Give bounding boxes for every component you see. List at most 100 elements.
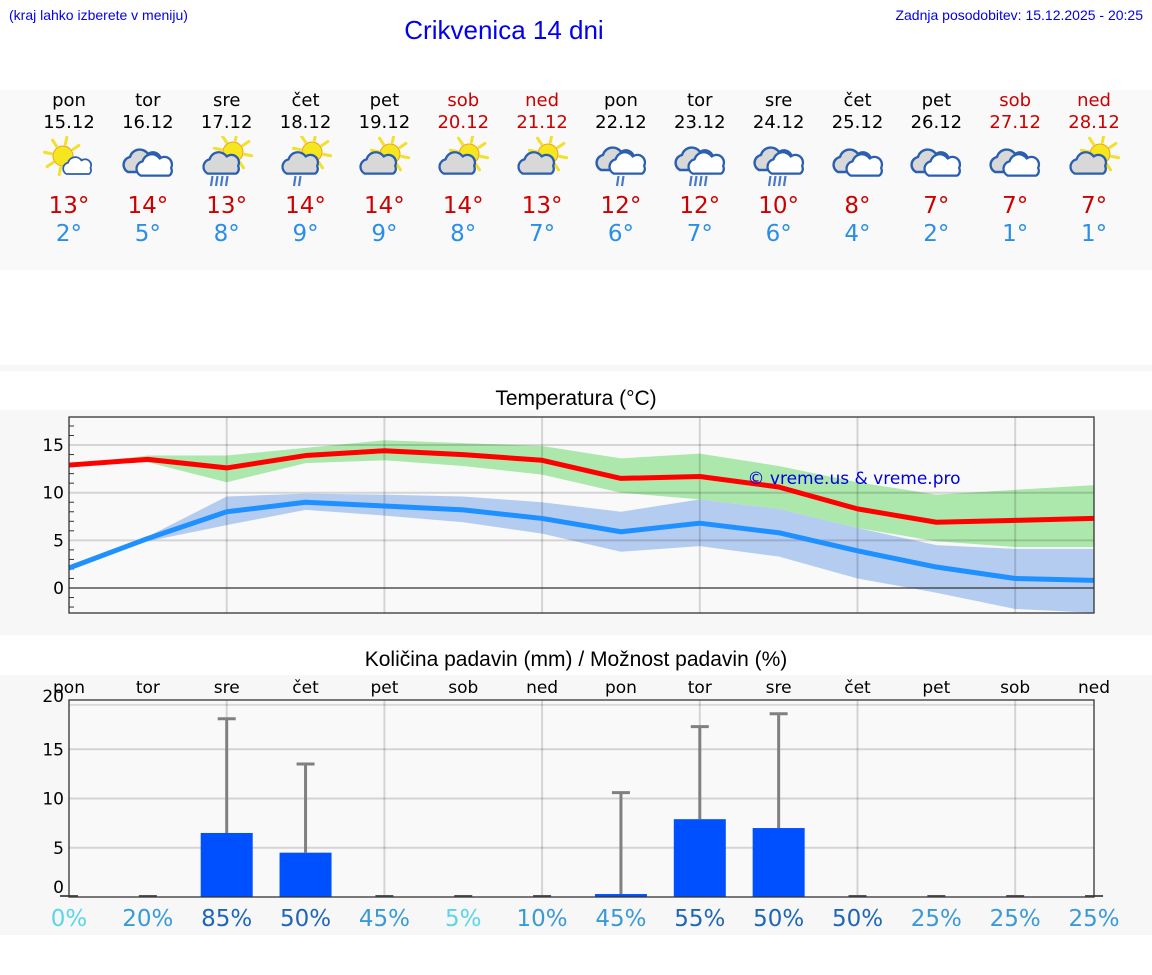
day-name: sob bbox=[447, 90, 480, 111]
max-temperature: 8° bbox=[844, 193, 871, 219]
sun-cloud-icon bbox=[512, 133, 572, 188]
day-date: 19.12 bbox=[358, 112, 411, 133]
day-date: 17.12 bbox=[200, 112, 253, 133]
last-updated: Zadnja posodobitev: 15.12.2025 - 20:25 bbox=[895, 7, 1143, 23]
clouds-rain-icon bbox=[670, 136, 730, 188]
day-name: pon bbox=[604, 90, 638, 111]
clouds-light-rain-icon bbox=[591, 136, 651, 188]
precip-day-label: pon bbox=[53, 678, 85, 698]
svg-text:5: 5 bbox=[53, 531, 64, 551]
day-date: 20.12 bbox=[437, 112, 490, 133]
forecast-day: pet 19.12 14° 9° bbox=[345, 90, 423, 248]
precip-day-label: tor bbox=[688, 678, 712, 698]
precip-day-label: sre bbox=[766, 678, 792, 698]
day-date: 28.12 bbox=[1068, 112, 1120, 133]
precip-day-label: ned bbox=[526, 678, 558, 698]
clouds-icon bbox=[985, 136, 1045, 188]
temperature-chart-title: Temperatura (°C) bbox=[495, 387, 657, 410]
precipitation-chart: 20 15 10 5 0 pon tor sre čet pet sob ned pon tor sre če… bbox=[42, 678, 1119, 932]
day-date: 18.12 bbox=[279, 112, 332, 133]
precip-day-label: ned bbox=[1078, 678, 1110, 698]
precip-probability: 20% bbox=[122, 906, 173, 932]
svg-text:0: 0 bbox=[53, 579, 64, 599]
svg-text:10: 10 bbox=[42, 790, 64, 810]
max-temperature: 13° bbox=[521, 193, 563, 219]
section-divider bbox=[0, 365, 1152, 371]
day-name: tor bbox=[135, 90, 161, 111]
min-temperature: 7° bbox=[529, 221, 556, 247]
precip-day-label: pon bbox=[605, 678, 637, 698]
max-temperature: 10° bbox=[758, 193, 800, 219]
day-date: 22.12 bbox=[595, 112, 647, 133]
precip-probability: 5% bbox=[445, 906, 482, 932]
sun-cloud-light-rain-icon bbox=[276, 131, 336, 188]
forecast-day: sre 17.12 13° 8° bbox=[188, 90, 266, 248]
max-temperature: 7° bbox=[1080, 193, 1108, 219]
day-name: tor bbox=[687, 90, 713, 111]
forecast-day: sob 27.12 7° 1° bbox=[976, 90, 1054, 248]
sun-small-cloud-icon bbox=[39, 135, 99, 188]
sun-cloud-icon bbox=[433, 133, 493, 188]
forecast-day: ned 28.12 7° 1° bbox=[1055, 90, 1133, 248]
precip-day-label: pet bbox=[922, 678, 950, 698]
forecast-day: tor 23.12 12° 7° bbox=[661, 90, 739, 248]
precip-bar bbox=[279, 852, 332, 897]
min-temperature: 1° bbox=[1080, 221, 1108, 247]
forecast-day: pet 26.12 7° 2° bbox=[897, 90, 975, 248]
precip-day-label: čet bbox=[292, 678, 319, 698]
precip-day-label: sre bbox=[214, 678, 240, 698]
day-date: 16.12 bbox=[122, 112, 174, 133]
day-name: pet bbox=[369, 90, 400, 111]
day-name: pon bbox=[52, 90, 86, 111]
precip-bar bbox=[594, 894, 647, 897]
day-date: 26.12 bbox=[910, 112, 963, 133]
precip-probability: 45% bbox=[595, 906, 646, 932]
day-date: 27.12 bbox=[989, 112, 1041, 133]
svg-text:5: 5 bbox=[53, 839, 64, 859]
day-name: sre bbox=[764, 90, 793, 111]
min-temperature: 2° bbox=[55, 221, 83, 247]
precip-day-label: čet bbox=[844, 678, 871, 698]
watermark: © vreme.us & vreme.pro bbox=[747, 469, 960, 489]
min-temperature: 9° bbox=[292, 221, 319, 247]
clouds-icon bbox=[906, 136, 966, 188]
precip-probability: 45% bbox=[359, 906, 410, 932]
precipitation-chart-title: Količina padavin (mm) / Možnost padavin … bbox=[364, 648, 788, 671]
day-date: 23.12 bbox=[674, 112, 726, 133]
precip-day-label: pet bbox=[370, 678, 398, 698]
min-temperature: 4° bbox=[844, 221, 871, 247]
precip-probability: 50% bbox=[832, 906, 883, 932]
day-date: 25.12 bbox=[831, 112, 884, 133]
svg-text:15: 15 bbox=[42, 436, 64, 456]
daily-forecast-strip: pon 15.12 13° 2° tor 16.12 14° 5° sre 17… bbox=[0, 90, 1152, 270]
max-temperature: 12° bbox=[679, 193, 721, 219]
forecast-day: tor 16.12 14° 5° bbox=[109, 90, 187, 248]
min-temperature: 7° bbox=[686, 221, 713, 247]
precip-probability: 25% bbox=[1068, 906, 1119, 932]
day-name: pet bbox=[921, 90, 952, 111]
forecast-day: pon 22.12 12° 6° bbox=[582, 90, 660, 248]
day-name: sre bbox=[212, 90, 241, 111]
day-date: 24.12 bbox=[752, 112, 805, 133]
precip-probability: 55% bbox=[674, 906, 725, 932]
precip-probability: 50% bbox=[280, 906, 331, 932]
day-name: čet bbox=[291, 90, 320, 111]
svg-text:20: 20 bbox=[42, 687, 64, 707]
precip-day-label: sob bbox=[1000, 678, 1030, 698]
max-temperature: 7° bbox=[1002, 193, 1029, 219]
precip-bar bbox=[673, 819, 726, 897]
precip-probability: 50% bbox=[753, 906, 804, 932]
day-date: 15.12 bbox=[43, 112, 95, 133]
max-temperature: 7° bbox=[923, 193, 950, 219]
forecast-day: čet 18.12 14° 9° bbox=[267, 90, 345, 248]
max-temperature: 13° bbox=[206, 193, 248, 219]
day-date: 21.12 bbox=[516, 112, 568, 133]
clouds-icon bbox=[828, 136, 888, 188]
svg-text:10: 10 bbox=[42, 484, 64, 504]
min-temperature: 8° bbox=[450, 221, 477, 247]
sun-cloud-icon bbox=[354, 133, 414, 188]
precip-probability: 0% bbox=[51, 906, 88, 932]
min-temperature: 6° bbox=[607, 221, 634, 247]
sun-cloud-icon bbox=[1064, 133, 1124, 188]
precip-probability: 85% bbox=[201, 906, 252, 932]
